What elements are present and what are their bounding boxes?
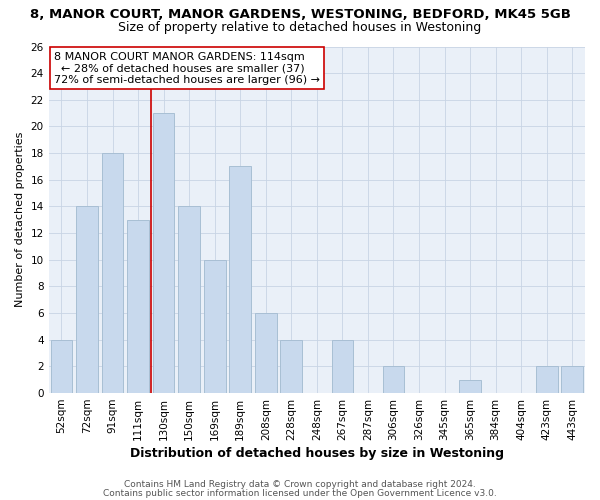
- Bar: [127, 220, 149, 393]
- Bar: [459, 380, 481, 393]
- Bar: [76, 206, 98, 393]
- Bar: [101, 153, 124, 393]
- Text: Contains HM Land Registry data © Crown copyright and database right 2024.: Contains HM Land Registry data © Crown c…: [124, 480, 476, 489]
- Y-axis label: Number of detached properties: Number of detached properties: [15, 132, 25, 308]
- Bar: [536, 366, 557, 393]
- Bar: [153, 113, 175, 393]
- Bar: [50, 340, 72, 393]
- Bar: [383, 366, 404, 393]
- Text: 8, MANOR COURT, MANOR GARDENS, WESTONING, BEDFORD, MK45 5GB: 8, MANOR COURT, MANOR GARDENS, WESTONING…: [29, 8, 571, 20]
- Bar: [562, 366, 583, 393]
- Text: Contains public sector information licensed under the Open Government Licence v3: Contains public sector information licen…: [103, 488, 497, 498]
- Bar: [178, 206, 200, 393]
- X-axis label: Distribution of detached houses by size in Westoning: Distribution of detached houses by size …: [130, 447, 504, 460]
- Text: Size of property relative to detached houses in Westoning: Size of property relative to detached ho…: [118, 21, 482, 34]
- Text: 8 MANOR COURT MANOR GARDENS: 114sqm
  ← 28% of detached houses are smaller (37)
: 8 MANOR COURT MANOR GARDENS: 114sqm ← 28…: [54, 52, 320, 85]
- Bar: [204, 260, 226, 393]
- Bar: [229, 166, 251, 393]
- Bar: [255, 313, 277, 393]
- Bar: [280, 340, 302, 393]
- Bar: [332, 340, 353, 393]
